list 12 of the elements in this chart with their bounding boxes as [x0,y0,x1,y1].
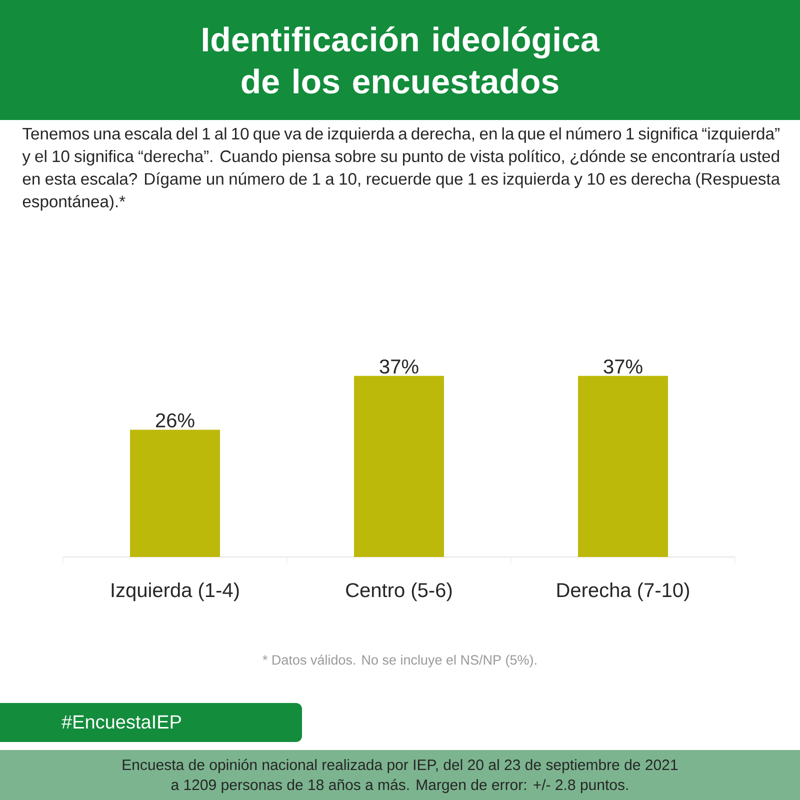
data-label: 26% [156,413,194,428]
data-label: 37% [604,359,642,374]
text: #EncuestaIEP [62,715,181,729]
text: a 1209 personas de 18 años a más. Margen de error: +/- 2.8 puntos. [171,778,628,794]
chart-subtitle: Tenemos una escala del 1 al 10 que va de izquierda a derecha, en la que el número 1 significa “izquierda” y el 10 significa “derecha”. Cuando piensa sobre su punto de vista político, ¿dónde se encontraría usted en esta escala? Dígame un número de 1 a 10, recuerde que 1 es izquierda y 10 es derecha (Respuesta espontánea).* [22,127,780,211]
data-label: 37% [380,359,418,374]
x-tick-label: Derecha (7-10) [557,582,689,602]
text: Encuesta de opinión nacional realizada por IEP, del 20 al 23 de septiembre de 2021 [122,758,678,774]
x-tick-label: Centro (5-6) [346,582,452,602]
text: * Datos válidos. No se incluye el NS/NP (5%). [262,654,536,668]
chart-title: Identificación ideológica de los encuestados [202,26,600,94]
x-tick-label: Izquierda (1-4) [112,582,239,602]
